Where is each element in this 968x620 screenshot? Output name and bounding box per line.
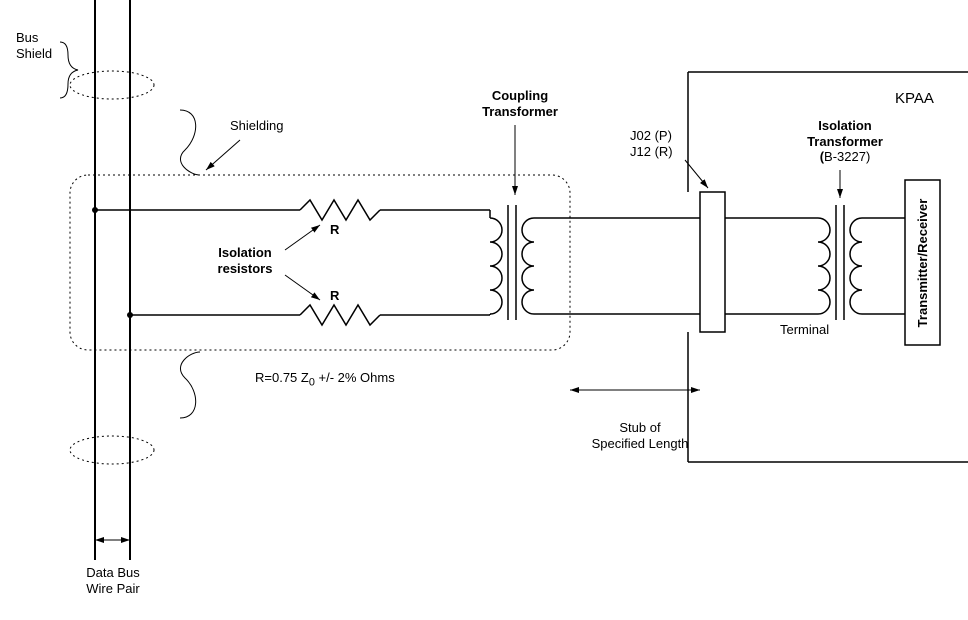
iso-primary: [818, 218, 830, 314]
shielding-label: Shielding: [230, 118, 284, 134]
iso-res-arrow-top: [285, 225, 320, 250]
shielding-box: [70, 175, 570, 350]
coupling-tx-label: CouplingTransformer: [480, 88, 560, 119]
connector-p: J02 (P): [630, 128, 672, 143]
connector-r: J12 (R): [630, 144, 673, 159]
shielding-arrow: [206, 140, 240, 170]
shielding-curl-bot: [180, 352, 200, 418]
iso-secondary: [850, 218, 862, 314]
r-formula: R=0.75 Z0 +/- 2% Ohms: [255, 370, 395, 390]
r-bot-label: R: [330, 288, 339, 304]
stub-label: Stub ofSpecified Length: [585, 420, 695, 451]
shielding-curl-top: [180, 110, 200, 175]
coupling-primary: [490, 218, 502, 314]
databus-label: Data BusWire Pair: [78, 565, 148, 596]
resistor-top: [300, 200, 380, 220]
bus-shield-label: BusShield: [16, 30, 52, 61]
coupling-secondary: [522, 218, 534, 314]
iso-tx-part-text: B-3227): [824, 149, 870, 164]
iso-tx-label: IsolationTransformer (B-3227): [795, 118, 895, 165]
diagram-root: Transmitter/Receiver BusShield Shielding…: [0, 0, 968, 615]
terminal-label: Terminal: [780, 322, 829, 338]
resistor-bot: [300, 305, 380, 325]
connector-labels: J02 (P) J12 (R): [630, 128, 673, 159]
connector-rect: [700, 192, 725, 332]
bus-shield-ellipse-bot: [70, 436, 154, 464]
bus-shield-ellipse-top: [70, 71, 154, 99]
r-top-label: R: [330, 222, 339, 238]
kpaa-label: KPAA: [895, 90, 934, 108]
iso-res-label: Isolationresistors: [210, 245, 280, 276]
bus-shield-brace: [60, 42, 78, 98]
iso-res-arrow-bot: [285, 275, 320, 300]
txrx-label: Transmitter/Receiver: [915, 199, 930, 328]
